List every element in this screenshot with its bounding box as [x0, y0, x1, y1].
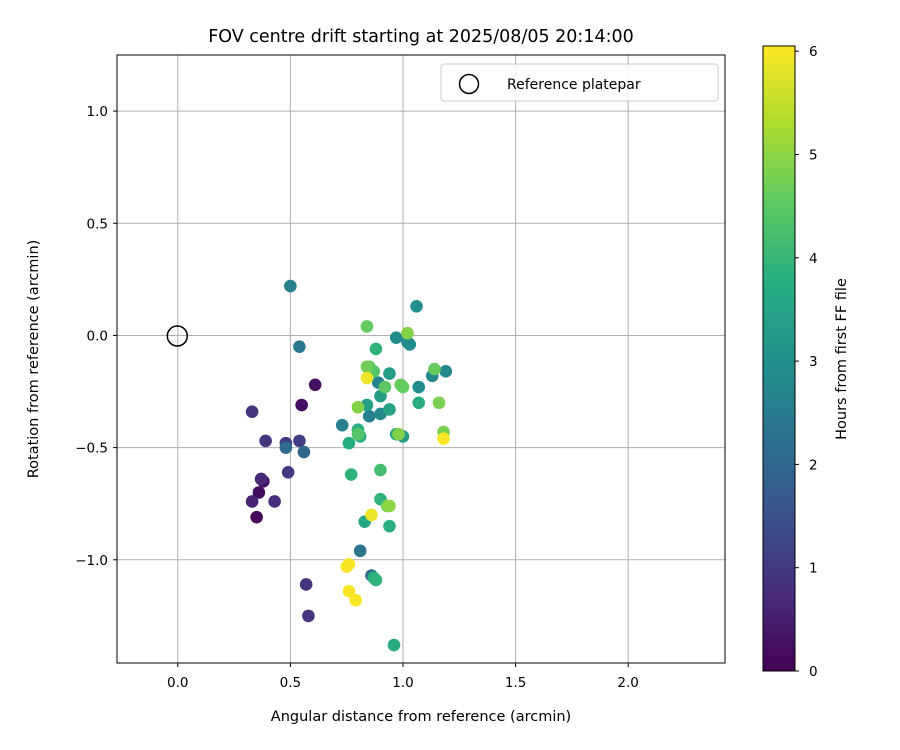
data-point	[295, 398, 308, 412]
data-point	[344, 468, 358, 481]
data-point	[383, 367, 396, 380]
data-point	[439, 365, 453, 378]
data-point	[279, 441, 293, 454]
colorbar-tick-label: 5	[809, 147, 818, 163]
data-point	[268, 495, 281, 508]
data-point	[412, 380, 426, 394]
data-point	[369, 342, 383, 356]
data-point	[245, 405, 259, 419]
plot-frame	[116, 54, 726, 664]
legend: Reference platepar	[440, 63, 719, 102]
data-point	[342, 436, 356, 450]
colorbar-ticks: 0 1 2 3 4 5 6	[795, 44, 818, 680]
data-point	[365, 508, 378, 522]
colorbar-tick-label: 6	[809, 44, 818, 60]
data-point	[362, 409, 376, 423]
colorbar-gradient	[763, 46, 795, 671]
data-point	[412, 396, 426, 410]
colorbar-tick-label: 2	[809, 457, 818, 473]
data-point	[351, 400, 365, 414]
colorbar-tick-label: 3	[809, 354, 818, 370]
data-point	[308, 378, 322, 392]
y-tick-label: 1.0	[87, 104, 108, 120]
data-point	[374, 463, 387, 477]
x-axis-ticks: 0.0 0.5 1.0 1.5 2.0	[167, 663, 639, 691]
y-tick-label: −0.5	[75, 441, 108, 457]
data-point	[383, 499, 396, 513]
data-point	[360, 371, 374, 385]
data-point	[335, 418, 349, 432]
data-point	[369, 573, 383, 587]
colorbar-tick-label: 4	[809, 251, 818, 267]
data-point	[302, 609, 315, 623]
y-axis-ticks: 1.0 0.5 0.0 −0.5 −1.0	[75, 104, 117, 569]
data-point	[299, 578, 313, 591]
data-point	[432, 396, 446, 410]
data-point	[254, 472, 268, 486]
x-tick-label: 0.5	[280, 675, 301, 691]
colorbar-label: Hours from first FF file	[834, 278, 850, 440]
x-tick-label: 1.5	[505, 675, 526, 691]
data-point	[383, 403, 396, 416]
data-point	[360, 320, 374, 333]
data-point	[250, 510, 263, 524]
data-point	[252, 486, 266, 499]
y-tick-label: 0.0	[87, 328, 108, 344]
data-point	[293, 340, 306, 353]
data-point	[259, 434, 272, 448]
legend-box	[440, 63, 719, 102]
data-point	[378, 380, 392, 394]
data-point	[428, 362, 441, 376]
chart-title: FOV centre drift starting at 2025/08/05 …	[208, 27, 634, 47]
x-tick-label: 1.0	[392, 675, 413, 691]
grid-lines	[117, 55, 725, 663]
data-point	[349, 593, 362, 607]
data-points	[245, 279, 453, 652]
colorbar-tick-label: 1	[809, 561, 818, 577]
data-point	[353, 544, 367, 558]
colorbar-tick-label: 0	[809, 664, 818, 680]
data-point	[351, 427, 365, 441]
y-tick-label: 0.5	[87, 216, 108, 232]
legend-marker	[458, 73, 480, 95]
data-point	[284, 279, 297, 293]
data-point	[281, 465, 295, 479]
x-tick-label: 2.0	[617, 675, 638, 691]
data-point	[387, 638, 401, 652]
data-point	[245, 495, 259, 508]
data-point	[360, 360, 374, 374]
data-point	[293, 434, 306, 448]
y-axis-label: Rotation from reference (arcmin)	[26, 240, 42, 479]
data-point	[396, 380, 410, 394]
data-point	[410, 299, 423, 313]
legend-label: Reference platepar	[507, 77, 641, 93]
data-point	[383, 519, 396, 533]
data-point	[392, 427, 405, 441]
data-point	[401, 326, 414, 340]
data-point	[389, 331, 403, 344]
colorbar: 0 1 2 3 4 5 6 Hours from first FF file	[762, 44, 850, 680]
x-axis-label: Angular distance from reference (arcmin)	[271, 709, 571, 725]
x-tick-label: 0.0	[167, 675, 188, 691]
colorbar-frame	[762, 45, 796, 672]
data-point	[437, 432, 450, 445]
y-tick-label: −1.0	[75, 553, 108, 569]
reference-platepar-marker	[166, 325, 189, 347]
data-point	[340, 560, 353, 573]
data-point	[342, 584, 356, 598]
data-point	[297, 445, 311, 459]
data-point	[403, 338, 417, 351]
